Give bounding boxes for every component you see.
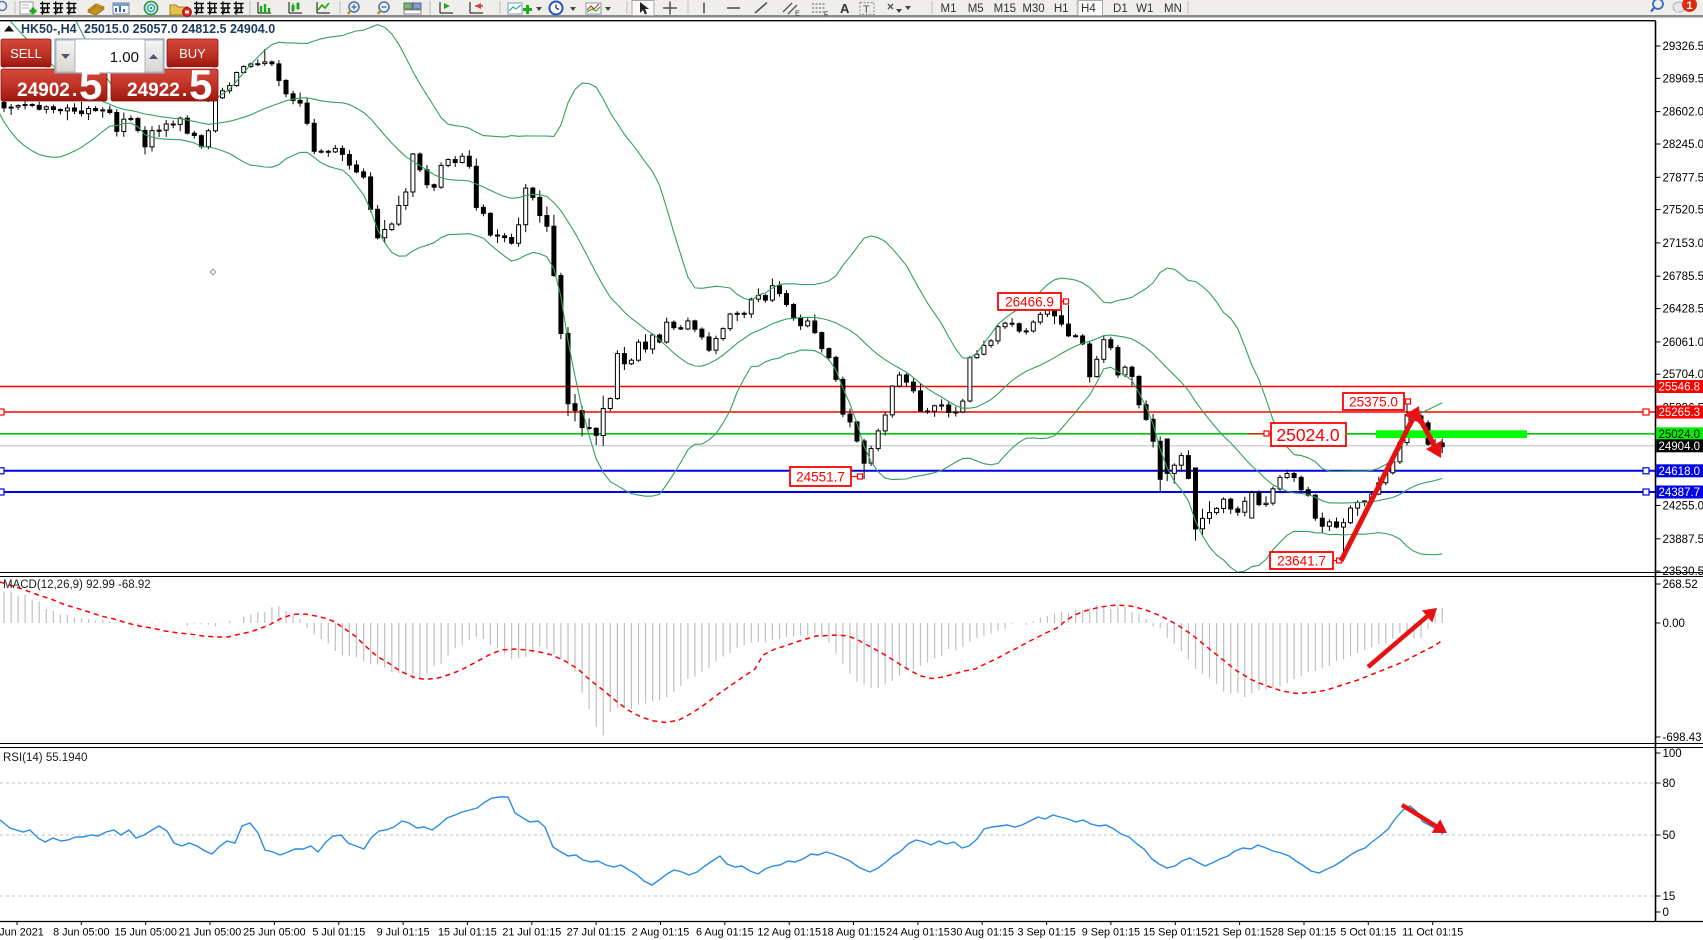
svg-text:RSI(14) 55.1940: RSI(14) 55.1940 [3, 752, 87, 764]
svg-text:24618.0: 24618.0 [1659, 466, 1701, 478]
svg-text:23887.5: 23887.5 [1663, 534, 1703, 546]
svg-text:27877.5: 27877.5 [1663, 172, 1703, 184]
svg-text:25024.0: 25024.0 [1659, 429, 1701, 441]
svg-text:.: . [182, 80, 187, 101]
svg-text:M30: M30 [1022, 3, 1044, 15]
svg-text:15 Jul 01:15: 15 Jul 01:15 [438, 927, 497, 939]
svg-text:28602.0: 28602.0 [1663, 107, 1703, 119]
svg-text:28969.5: 28969.5 [1663, 73, 1703, 85]
svg-text:12 Aug 01:15: 12 Aug 01:15 [757, 927, 821, 939]
svg-text:M5: M5 [968, 3, 984, 15]
svg-text:2 Aug 01:15: 2 Aug 01:15 [632, 927, 690, 939]
svg-text:H4: H4 [1081, 3, 1096, 15]
svg-text:3 Sep 01:15: 3 Sep 01:15 [1017, 927, 1075, 939]
svg-text:HK50-,H4: HK50-,H4 [21, 22, 77, 36]
svg-text:24922: 24922 [127, 80, 180, 101]
svg-text:27153.0: 27153.0 [1663, 238, 1703, 250]
svg-text:23530.5: 23530.5 [1663, 566, 1703, 578]
svg-text:24904.0: 24904.0 [1659, 441, 1701, 453]
svg-text:1: 1 [1686, 0, 1692, 12]
svg-text:25704.0: 25704.0 [1663, 369, 1703, 381]
svg-text:15 Sep 01:15: 15 Sep 01:15 [1143, 927, 1207, 939]
svg-text:29326.5: 29326.5 [1663, 41, 1703, 53]
svg-text:28245.0: 28245.0 [1663, 139, 1703, 151]
svg-text:MACD(12,26,9) 92.99 -68.92: MACD(12,26,9) 92.99 -68.92 [3, 579, 151, 591]
svg-text:21 Jul 01:15: 21 Jul 01:15 [502, 927, 561, 939]
svg-text:A: A [840, 1, 850, 16]
svg-text:26466.9: 26466.9 [1005, 294, 1054, 309]
svg-text:H1: H1 [1054, 3, 1069, 15]
svg-text:21 Sep 01:15: 21 Sep 01:15 [1207, 927, 1271, 939]
svg-text:9 Jul 01:15: 9 Jul 01:15 [377, 927, 430, 939]
svg-text:F: F [824, 12, 828, 19]
svg-text:24255.0: 24255.0 [1663, 501, 1703, 513]
svg-text:23641.7: 23641.7 [1277, 553, 1326, 568]
svg-text:27 Jul 01:15: 27 Jul 01:15 [567, 927, 626, 939]
svg-text:50: 50 [1663, 830, 1676, 842]
svg-text:MN: MN [1164, 3, 1182, 15]
svg-text:1.00: 1.00 [110, 49, 139, 66]
svg-text:27520.5: 27520.5 [1663, 205, 1703, 217]
svg-text:26428.5: 26428.5 [1663, 304, 1703, 316]
svg-text:25375.0: 25375.0 [1349, 394, 1398, 409]
svg-text:25015.0 25057.0 24812.5 24904.: 25015.0 25057.0 24812.5 24904.0 [84, 22, 275, 36]
svg-text:15: 15 [1663, 891, 1676, 903]
svg-text:24551.7: 24551.7 [796, 469, 845, 484]
svg-text:5: 5 [79, 61, 102, 108]
svg-text:26061.0: 26061.0 [1663, 337, 1703, 349]
svg-text:30 Aug 01:15: 30 Aug 01:15 [950, 927, 1014, 939]
svg-text:80: 80 [1663, 778, 1676, 790]
svg-text:25265.3: 25265.3 [1659, 407, 1701, 419]
svg-text:8 Jun 05:00: 8 Jun 05:00 [53, 927, 109, 939]
svg-text:M1: M1 [941, 3, 957, 15]
svg-text:9 Sep 01:15: 9 Sep 01:15 [1082, 927, 1140, 939]
svg-text:18 Aug 01:15: 18 Aug 01:15 [822, 927, 886, 939]
svg-text:.: . [72, 80, 77, 101]
svg-text:E: E [795, 11, 800, 18]
svg-text:24902: 24902 [17, 80, 70, 101]
svg-text:21 Jun 05:00: 21 Jun 05:00 [179, 927, 241, 939]
svg-text:5: 5 [189, 61, 212, 108]
svg-text:25024.0: 25024.0 [1276, 425, 1340, 445]
svg-text:25 Jun 05:00: 25 Jun 05:00 [243, 927, 305, 939]
svg-text:28 Sep 01:15: 28 Sep 01:15 [1272, 927, 1336, 939]
svg-text:D1: D1 [1113, 3, 1128, 15]
svg-text:24387.7: 24387.7 [1659, 487, 1701, 499]
svg-text:0: 0 [1663, 907, 1669, 919]
svg-text:SELL: SELL [10, 46, 42, 61]
svg-text:W1: W1 [1136, 3, 1153, 15]
svg-text:15 Jun 05:00: 15 Jun 05:00 [114, 927, 176, 939]
svg-text:T: T [863, 4, 870, 16]
svg-text:2 Jun 2021: 2 Jun 2021 [0, 927, 44, 939]
svg-text:BUY: BUY [179, 46, 206, 61]
svg-text:5 Jul 01:15: 5 Jul 01:15 [312, 927, 365, 939]
svg-text:100: 100 [1663, 748, 1682, 760]
svg-text:25546.8: 25546.8 [1659, 382, 1701, 394]
svg-text:24 Aug 01:15: 24 Aug 01:15 [886, 927, 950, 939]
svg-text:268.52: 268.52 [1663, 579, 1698, 591]
svg-text:M15: M15 [994, 3, 1016, 15]
svg-text:6 Aug 01:15: 6 Aug 01:15 [696, 927, 754, 939]
svg-text:0.00: 0.00 [1663, 618, 1685, 630]
svg-text:11 Oct 01:15: 11 Oct 01:15 [1402, 927, 1463, 939]
svg-text:26785.5: 26785.5 [1663, 271, 1703, 283]
svg-text:5 Oct 01:15: 5 Oct 01:15 [1340, 927, 1396, 939]
svg-text:-698.43: -698.43 [1663, 732, 1702, 744]
